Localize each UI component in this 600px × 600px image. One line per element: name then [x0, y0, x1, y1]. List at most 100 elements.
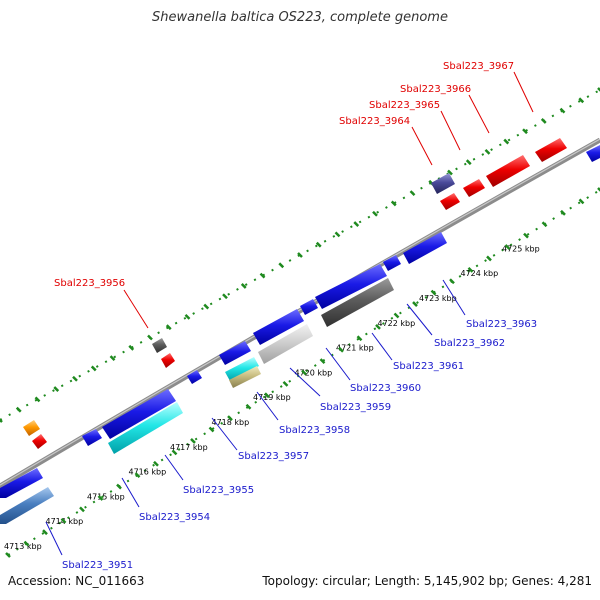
upper-ruler-dash: [128, 344, 135, 351]
upper-ruler-dash: [53, 386, 60, 392]
gene-feature-orange[interactable]: [23, 420, 40, 436]
upper-dotted-ruler: [0, 89, 600, 421]
gene-label-3960[interactable]: Sbal223_3960: [350, 383, 421, 394]
gene-feature-dark-3961[interactable]: [321, 278, 394, 327]
lower-ruler-dash: [393, 312, 400, 319]
lower-ruler-dash: [560, 209, 566, 216]
gene-label-3951[interactable]: Sbal223_3951: [62, 560, 133, 571]
tick-label: 4713 kbp: [4, 542, 42, 551]
gene-label-3962[interactable]: Sbal223_3962: [434, 338, 505, 349]
upper-ruler-dash: [447, 169, 453, 176]
upper-ruler-dash: [297, 252, 303, 258]
upper-ruler-dash: [522, 128, 528, 135]
gene-feature-blue-3961[interactable]: [315, 264, 387, 309]
gene-features: [0, 138, 600, 524]
lower-ruler-dash: [134, 472, 141, 479]
gene-feature-blue-3955[interactable]: [102, 389, 176, 439]
lower-ruler-dash: [282, 381, 289, 387]
gene-feature-red-3967[interactable]: [486, 155, 530, 187]
upper-ruler-dash: [34, 396, 41, 403]
lower-ruler-dash: [190, 438, 196, 444]
gene-feature-cyan-3958[interactable]: [225, 357, 259, 381]
lower-ruler-dash: [541, 221, 548, 228]
upper-ruler-dash: [540, 118, 547, 124]
accession-text: Accession: NC_011663: [8, 574, 145, 588]
topology-summary: Topology: circular; Length: 5,145,902 bp…: [262, 574, 592, 588]
lower-ruler-dash: [42, 529, 48, 536]
tick-label: 4725 kbp: [502, 244, 540, 253]
lower-ruler-dash: [319, 358, 326, 364]
upper-ruler-dash: [390, 200, 397, 207]
gene-feature-khaki-3958[interactable]: [229, 366, 261, 388]
lower-ruler-dash: [245, 403, 252, 410]
gene-feature-red-3956[interactable]: [161, 353, 175, 368]
upper-ruler-dash: [0, 418, 3, 423]
lower-ruler-dash: [356, 335, 363, 342]
gene-feature-blue-left1[interactable]: [0, 468, 43, 498]
lower-ruler-dash: [523, 232, 529, 239]
lower-ruler-dash: [153, 460, 159, 467]
gene-feature-blue-3960[interactable]: [300, 299, 318, 315]
label-leaders: [45, 71, 534, 556]
lower-ruler-dash: [578, 198, 585, 205]
upper-ruler-dash: [484, 148, 491, 155]
gene-label-3963[interactable]: Sbal223_3963: [466, 319, 537, 330]
gene-feature-cyan-3955[interactable]: [108, 402, 183, 454]
gene-feature-light-3959[interactable]: [258, 324, 313, 364]
gene-label-3959[interactable]: Sbal223_3959: [320, 402, 391, 413]
upper-ruler-dash: [409, 190, 416, 197]
lower-ruler-dash: [338, 346, 344, 353]
lower-ruler-dash: [467, 266, 474, 273]
gene-feature-steel-left[interactable]: [0, 487, 54, 524]
upper-ruler-dash: [278, 262, 285, 269]
gene-label-3954[interactable]: Sbal223_3954: [139, 512, 210, 523]
gene-feature-blue-3963[interactable]: [403, 232, 447, 264]
lower-ruler-dash: [97, 495, 104, 501]
upper-ruler-dash: [203, 303, 210, 310]
gene-feature-red-3966[interactable]: [463, 179, 485, 197]
gene-label-3964[interactable]: Sbal223_3964: [339, 116, 410, 127]
gene-feature-gray-3956[interactable]: [152, 338, 167, 353]
upper-ruler-dash: [578, 97, 585, 104]
gene-label-3956[interactable]: Sbal223_3956: [54, 278, 125, 289]
gene-feature-red-3967b[interactable]: [535, 138, 567, 162]
tick-label: 4718 kbp: [212, 418, 250, 427]
gene-feature-red-3965[interactable]: [440, 193, 460, 210]
lower-ruler-dash: [504, 244, 511, 250]
tick-label: 4716 kbp: [129, 468, 167, 477]
gene-label-3966[interactable]: Sbal223_3966: [400, 84, 471, 95]
gene-feature-blue-3962[interactable]: [383, 255, 401, 271]
gene-label-3967[interactable]: Sbal223_3967: [443, 61, 514, 72]
gene-feature-blue-3957[interactable]: [187, 370, 202, 384]
gene-feature-navy-3964[interactable]: [431, 173, 455, 194]
tick-label: 4717 kbp: [170, 443, 208, 452]
lower-ruler-dash: [227, 415, 233, 422]
upper-ruler-dash: [259, 272, 266, 279]
lower-ruler-dash: [171, 449, 178, 456]
upper-ruler-dash: [465, 159, 472, 166]
gene-label-3955[interactable]: Sbal223_3955: [183, 485, 254, 496]
lower-ruler-dash: [375, 323, 381, 330]
map-title: Shewanella baltica OS223, complete genom…: [152, 10, 448, 25]
upper-ruler-dash: [15, 406, 22, 413]
tick-label: 4723 kbp: [419, 294, 457, 303]
gene-feature-blue-right[interactable]: [586, 145, 600, 162]
gene-label-3965[interactable]: Sbal223_3965: [369, 100, 440, 111]
upper-ruler-dash: [559, 107, 566, 114]
upper-ruler-dash: [147, 334, 153, 341]
upper-ruler-dash: [72, 375, 78, 382]
tick-label: 4722 kbp: [378, 319, 416, 328]
gene-feature-blue-3959[interactable]: [253, 309, 304, 345]
tick-label: 4715 kbp: [87, 492, 125, 501]
gene-label-3957[interactable]: Sbal223_3957: [238, 451, 309, 462]
gene-label-3958[interactable]: Sbal223_3958: [279, 425, 350, 436]
upper-ruler-dash: [90, 365, 97, 372]
gene-feature-blue-3958[interactable]: [219, 341, 251, 365]
gene-label-3961[interactable]: Sbal223_3961: [393, 361, 464, 372]
upper-ruler-dash: [165, 324, 172, 331]
upper-ruler-dash: [334, 231, 341, 238]
upper-ruler-dash: [597, 87, 600, 92]
gene-feature-red-small[interactable]: [32, 434, 47, 449]
gene-feature-blue-3954[interactable]: [82, 429, 102, 446]
